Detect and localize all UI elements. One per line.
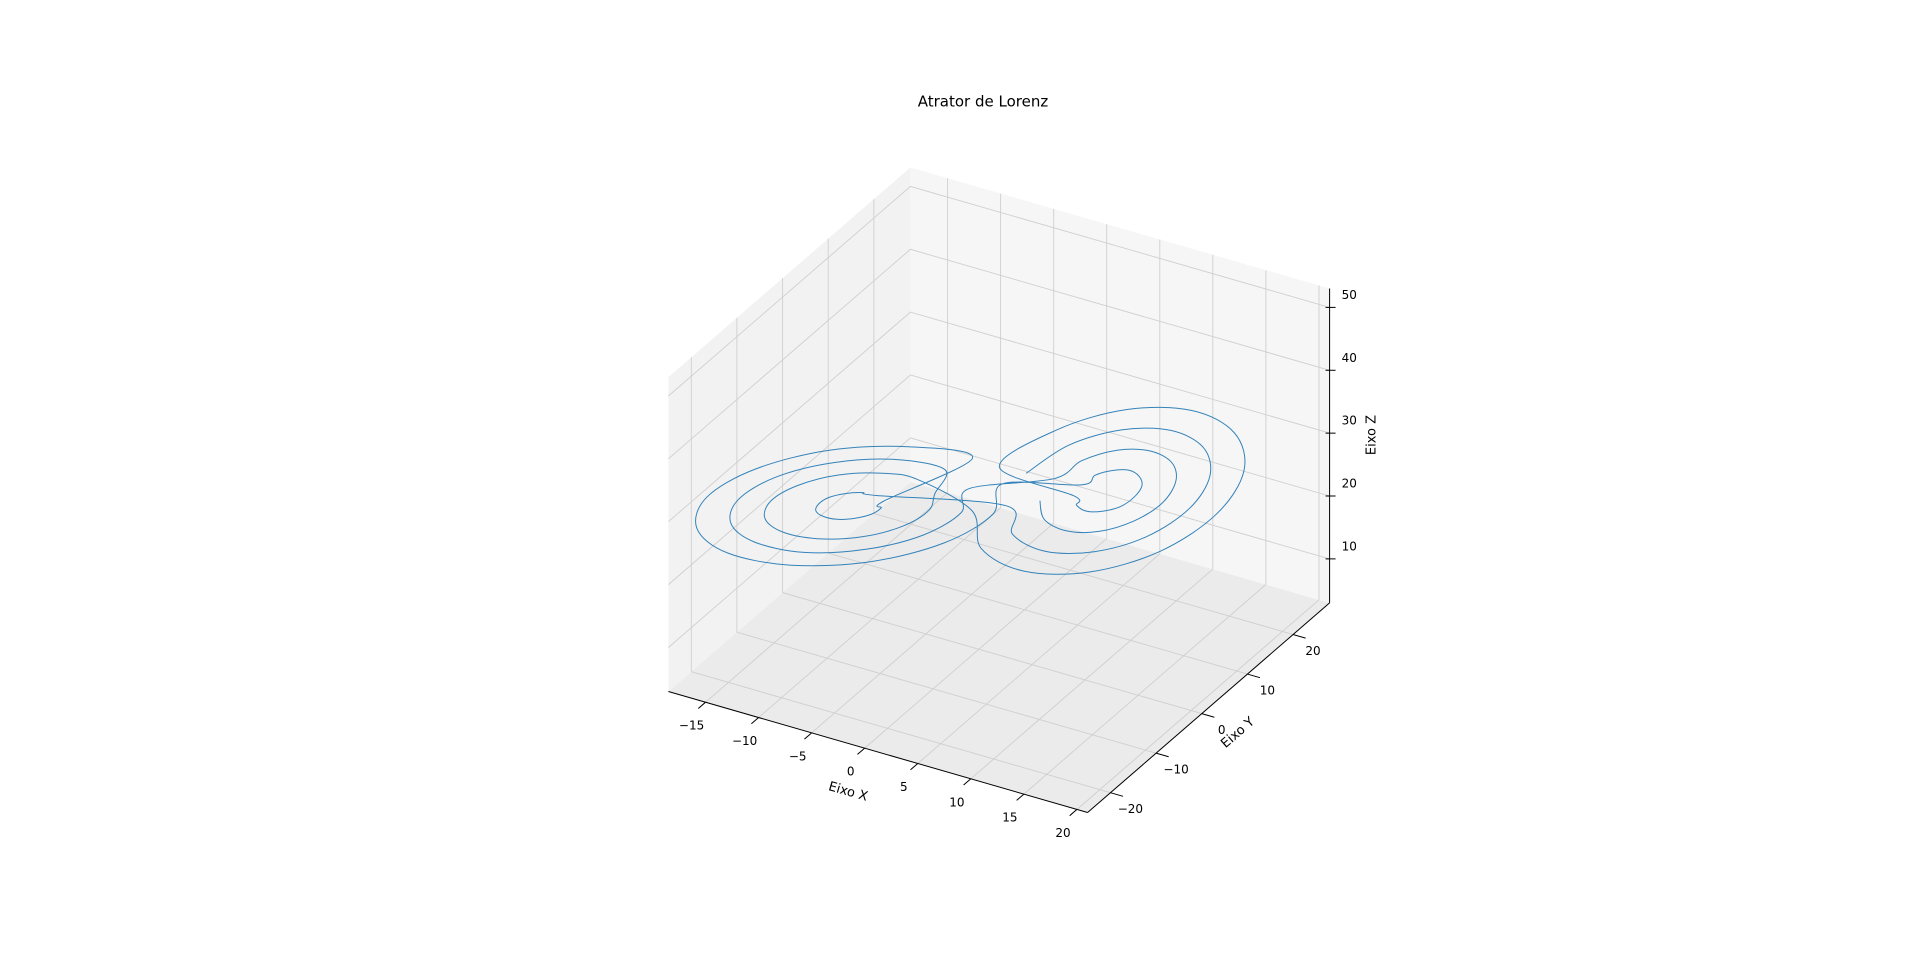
z-grid-line xyxy=(668,185,1330,397)
x-tick xyxy=(697,701,706,709)
x-grid-line xyxy=(917,239,1161,764)
y-tick xyxy=(1247,673,1261,679)
x-grid-line xyxy=(705,178,949,703)
x-grid-line xyxy=(1023,270,1267,795)
x-tick-label: 20 xyxy=(1055,826,1070,840)
z-tick-label: 30 xyxy=(1342,414,1357,428)
pane-left xyxy=(668,167,911,692)
x-tick xyxy=(963,778,972,786)
x-grid-line xyxy=(864,224,1108,749)
y-tick xyxy=(1110,792,1124,797)
x-axis-label: Eixo X xyxy=(827,779,870,805)
y-axis-line xyxy=(1087,602,1330,813)
x-tick xyxy=(1069,809,1078,817)
y-tick-label: −10 xyxy=(1163,763,1188,777)
x-tick xyxy=(857,747,866,755)
x-tick xyxy=(1016,793,1025,801)
x-tick-label: −10 xyxy=(732,734,757,748)
z-tick-label: 50 xyxy=(1342,288,1357,302)
z-grid-line xyxy=(668,374,1330,585)
x-tick-label: 0 xyxy=(847,765,855,779)
y-tick-label: 0 xyxy=(1218,723,1226,737)
y-tick xyxy=(1155,752,1169,758)
chart-title: Atrator de Lorenz xyxy=(918,93,1049,111)
x-grid-line xyxy=(970,254,1214,780)
x-tick xyxy=(751,717,759,725)
y-tick xyxy=(1292,634,1306,639)
z-axis-label: Eixo Z xyxy=(1365,415,1380,455)
x-tick xyxy=(910,763,919,771)
y-grid-line xyxy=(782,278,1202,715)
z-grid-line xyxy=(668,248,1330,460)
x-tick-label: 15 xyxy=(1002,811,1017,825)
pane-back xyxy=(910,167,1330,603)
x-tick-label: −5 xyxy=(789,749,807,763)
z-grid-line xyxy=(668,311,1330,523)
x-axis-line xyxy=(668,691,1088,813)
z-tick-label: 40 xyxy=(1342,351,1357,365)
y-tick-label: −20 xyxy=(1118,802,1143,816)
x-tick-label: 5 xyxy=(900,780,908,794)
y-tick-label: 10 xyxy=(1260,684,1275,698)
x-grid-line xyxy=(1076,285,1320,810)
x-tick-label: −15 xyxy=(679,719,704,733)
y-grid-line xyxy=(690,357,1111,794)
x-grid-line xyxy=(811,208,1055,734)
x-tick xyxy=(804,732,813,740)
y-tick xyxy=(1201,713,1215,718)
z-tick-label: 10 xyxy=(1342,539,1357,553)
z-tick-label: 20 xyxy=(1342,477,1357,491)
pane-floor xyxy=(668,481,1330,813)
x-tick-label: 10 xyxy=(949,795,964,809)
x-grid-line xyxy=(758,193,1002,718)
z-grid-line xyxy=(668,437,1330,648)
y-tick-label: 20 xyxy=(1305,644,1320,658)
trajectory xyxy=(695,406,1246,575)
y-grid-line xyxy=(736,317,1157,754)
